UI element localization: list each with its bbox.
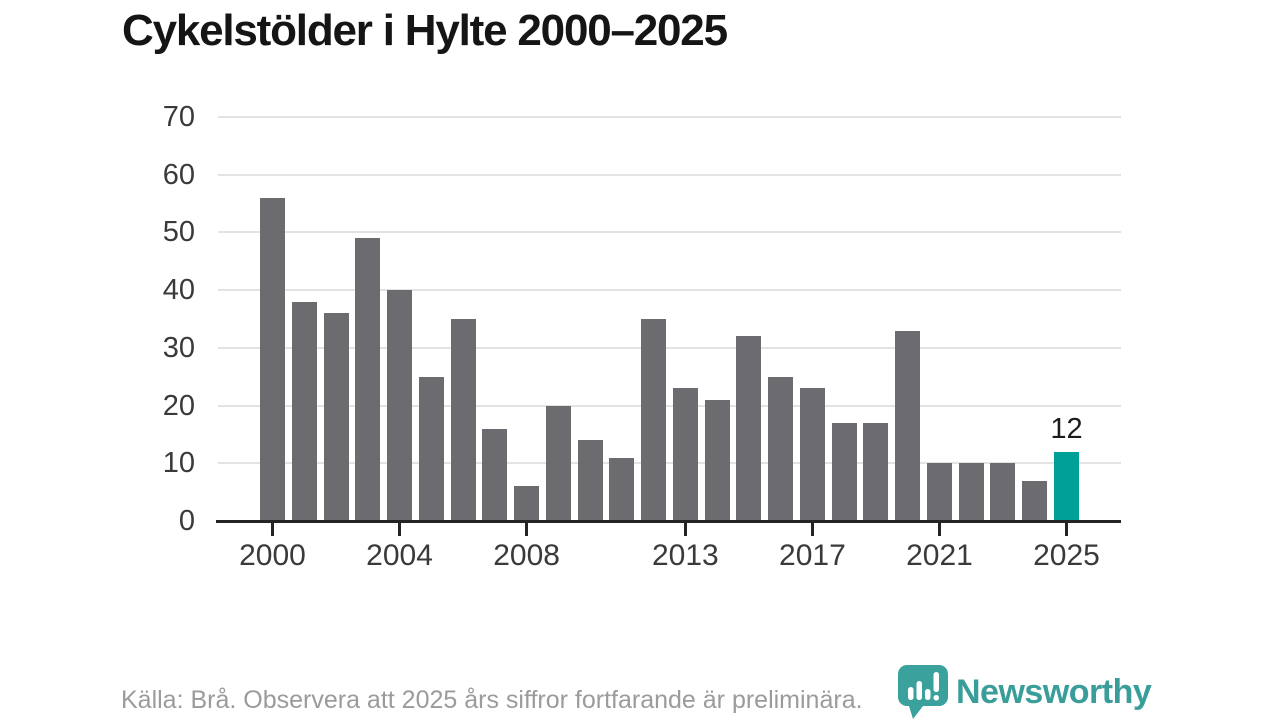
- x-axis-label-2013: 2013: [652, 539, 719, 572]
- bar-2012: [641, 319, 667, 521]
- bar-2003: [355, 238, 381, 521]
- gridline-50: [218, 231, 1121, 234]
- gridline-30: [218, 346, 1121, 349]
- newsworthy-logo: Newsworthy: [897, 664, 1152, 720]
- y-axis-label-60: 60: [162, 158, 195, 191]
- x-axis-tick-2017: [810, 523, 814, 536]
- x-axis-tick-2025: [1065, 523, 1068, 536]
- bar-2001: [291, 301, 317, 521]
- gridline-60: [218, 173, 1121, 176]
- bar-2005: [418, 376, 444, 521]
- source-note: Källa: Brå. Observera att 2025 års siffr…: [121, 686, 863, 714]
- bar-2013: [672, 388, 698, 521]
- bar-2018: [831, 422, 857, 521]
- newsworthy-logo-icon: [898, 665, 948, 719]
- bar-2008: [514, 486, 540, 521]
- y-axis-label-20: 20: [162, 389, 195, 422]
- y-axis-label-30: 30: [162, 331, 195, 364]
- y-axis-label-70: 70: [162, 101, 195, 133]
- bar-value-label-2025: 12: [1050, 412, 1083, 445]
- x-axis-label-2017: 2017: [779, 539, 846, 572]
- bar-2000: [260, 197, 285, 521]
- chart-title: Cykelstölder i Hylte 2000–2025: [122, 6, 728, 55]
- bar-2019: [863, 422, 889, 521]
- bar-2009: [545, 405, 571, 521]
- y-axis-label-40: 40: [162, 274, 195, 307]
- bar-2006: [450, 319, 476, 521]
- bar-2014: [704, 399, 730, 521]
- bar-2023: [990, 463, 1016, 521]
- x-axis-label-2000: 2000: [239, 539, 306, 572]
- gridline-70: [218, 116, 1121, 118]
- x-axis-tick-2000: [271, 523, 274, 536]
- bar-2015: [736, 336, 762, 521]
- bar-2024: [1022, 480, 1048, 521]
- x-axis-label-2008: 2008: [493, 539, 560, 572]
- bar-2002: [323, 313, 349, 521]
- y-axis-label-50: 50: [162, 216, 195, 249]
- gridline-40: [218, 289, 1121, 292]
- gridline-10: [218, 462, 1121, 465]
- x-axis-label-2021: 2021: [906, 539, 973, 572]
- y-axis-label-10: 10: [162, 447, 195, 480]
- bar-2016: [768, 376, 794, 521]
- bar-2025: [1054, 451, 1079, 521]
- bar-2004: [387, 290, 413, 521]
- x-axis-label-2004: 2004: [366, 539, 433, 572]
- x-axis-tick-2013: [683, 523, 687, 536]
- bar-2022: [958, 463, 984, 521]
- newsworthy-logo-text: Newsworthy: [956, 673, 1152, 711]
- bar-2020: [895, 330, 921, 521]
- bar-2017: [799, 388, 825, 521]
- gridline-20: [218, 404, 1121, 407]
- x-axis-tick-2004: [398, 523, 402, 536]
- x-axis-tick-2008: [525, 523, 529, 536]
- bar-2011: [609, 457, 635, 521]
- bar-2007: [482, 428, 508, 521]
- bar-2021: [926, 463, 952, 521]
- x-axis-line: [216, 520, 1121, 523]
- x-axis-label-2025: 2025: [1033, 539, 1100, 572]
- x-axis-tick-2021: [937, 523, 941, 536]
- bar-2010: [577, 440, 603, 521]
- y-axis-label-0: 0: [178, 505, 195, 537]
